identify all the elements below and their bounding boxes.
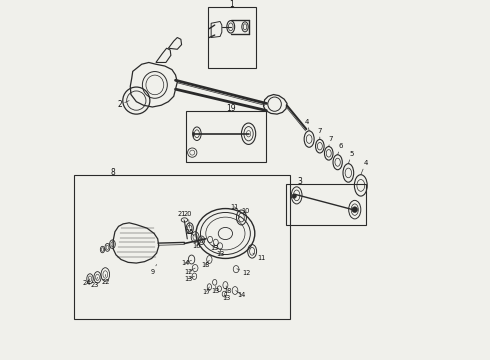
- Text: 7: 7: [318, 128, 322, 139]
- Text: 24: 24: [83, 279, 92, 287]
- Text: 6: 6: [338, 143, 343, 155]
- Circle shape: [292, 194, 296, 198]
- Text: 10: 10: [238, 208, 249, 219]
- Circle shape: [352, 207, 358, 212]
- Text: 4: 4: [361, 160, 368, 175]
- Text: 8: 8: [111, 168, 116, 177]
- Text: 4: 4: [305, 119, 310, 131]
- Text: 2: 2: [117, 100, 129, 109]
- Text: 17: 17: [202, 287, 211, 294]
- Bar: [286, 184, 366, 225]
- Text: 21: 21: [177, 211, 186, 221]
- Text: 13: 13: [222, 293, 231, 301]
- Text: 13: 13: [184, 276, 195, 282]
- Text: 12: 12: [237, 269, 251, 276]
- Text: 16: 16: [193, 241, 201, 249]
- Bar: [208, 7, 256, 68]
- Text: 13: 13: [211, 244, 219, 251]
- Text: 19: 19: [226, 104, 236, 113]
- Text: 20: 20: [184, 211, 192, 228]
- Bar: [74, 175, 290, 319]
- Text: 3: 3: [298, 177, 303, 186]
- Text: 13: 13: [212, 286, 220, 294]
- Bar: [186, 111, 267, 162]
- Text: 18: 18: [223, 286, 231, 293]
- Text: 5: 5: [348, 151, 354, 164]
- Text: 23: 23: [91, 277, 99, 288]
- Text: 22: 22: [102, 274, 110, 285]
- Text: 1: 1: [229, 0, 234, 9]
- Text: 7: 7: [328, 136, 333, 147]
- Text: 13: 13: [216, 249, 224, 257]
- Text: 14: 14: [181, 260, 192, 266]
- Text: 9: 9: [150, 265, 157, 275]
- Text: 11: 11: [230, 204, 241, 212]
- Text: 11: 11: [253, 253, 265, 261]
- Text: 15: 15: [185, 229, 195, 236]
- Text: 18: 18: [201, 260, 209, 267]
- Text: 14: 14: [236, 291, 245, 298]
- Text: 12: 12: [185, 268, 195, 275]
